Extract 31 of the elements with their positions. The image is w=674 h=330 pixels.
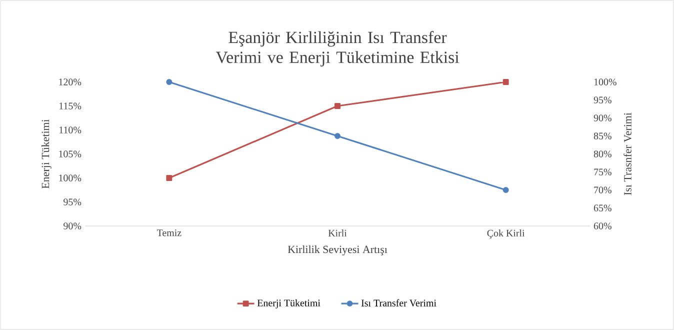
- x-tick-label: Temiz: [156, 230, 182, 236]
- point: [334, 103, 340, 109]
- y-tick-label: 100%: [59, 174, 82, 182]
- point: [166, 175, 172, 181]
- y-axis-title: Enerji Tüketimi: [41, 119, 52, 189]
- y2-tick-label: 60%: [594, 222, 612, 230]
- y-tick-label: 110%: [59, 126, 82, 134]
- y2-tick-label: 65%: [594, 204, 612, 212]
- y2-tick-label: 85%: [594, 132, 612, 140]
- x-tick-label: Çok Kirli: [487, 230, 525, 239]
- y-tick-label: 105%: [59, 150, 82, 158]
- y-tick-label: 120%: [59, 78, 82, 86]
- y2-tick-label: 70%: [594, 186, 612, 194]
- y-tick-label: 90%: [64, 222, 82, 230]
- y2-tick-label: 90%: [594, 114, 612, 122]
- chart-title: Eşanjör Kirliliğinin Isı Transfer Verimi ve Enerji Tüketimine Etkisi: [216, 31, 460, 67]
- point: [502, 79, 509, 85]
- y2-tick-label: 80%: [594, 150, 612, 158]
- y2-tick-label: 100%: [594, 78, 616, 86]
- y2-tick-label: 95%: [594, 96, 612, 104]
- y2-axis-title: Isı Trasnfer Verimi: [624, 112, 632, 196]
- y-tick-label: 115%: [59, 102, 82, 110]
- legend-label: Isı Transfer Verimi: [361, 299, 436, 306]
- legend-label: Enerji Tüketimi: [257, 299, 320, 308]
- y-tick-label: 95%: [64, 198, 82, 206]
- y2-tick-label: 75%: [594, 168, 612, 176]
- point: [166, 79, 172, 85]
- x-tick-label: Kirli: [328, 230, 347, 236]
- point: [502, 187, 509, 193]
- point: [334, 133, 340, 139]
- x-axis-title: Kirlilik Seviyesi Artışı: [288, 245, 388, 256]
